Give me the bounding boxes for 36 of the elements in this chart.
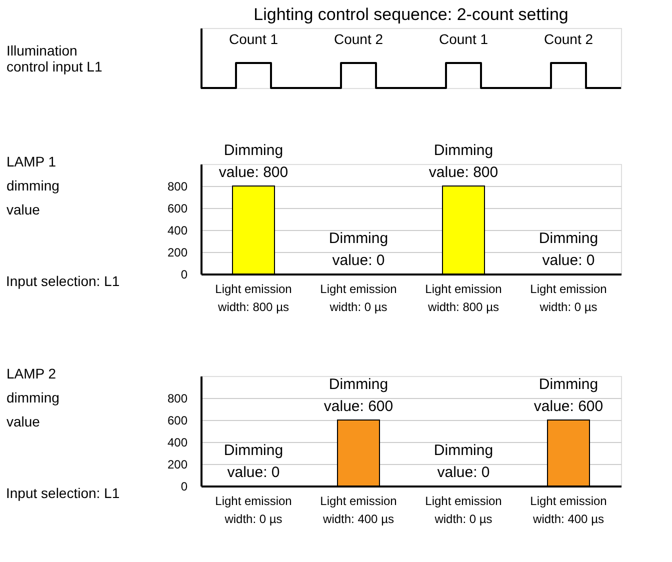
- data-label: Dimming value: 600: [534, 376, 604, 415]
- data-label: Dimming value: 0: [224, 442, 284, 481]
- text: Count 2: [334, 31, 384, 47]
- y-tick-label: 0: [180, 268, 188, 282]
- text: Count 1: [438, 31, 488, 47]
- text: Input selection: L1: [6, 273, 120, 289]
- y-axis-title: Illumination control input L1: [6, 42, 102, 74]
- y-tick-label: 800: [167, 180, 188, 194]
- chart-title: Lighting control sequence: 2-count setting: [254, 5, 568, 24]
- data-label: Dimming value: 800: [428, 142, 498, 181]
- x-tick-label: Light emission width: 400 µs: [530, 494, 607, 526]
- y-tick-label: 200: [167, 458, 188, 472]
- text: Count 2: [544, 31, 594, 47]
- text: Count 1: [228, 31, 278, 47]
- x-tick-label: Light emission width: 0 µs: [320, 282, 397, 314]
- data-label: Dimming value: 800: [218, 142, 288, 181]
- data-label: Dimming value: 0: [538, 230, 598, 269]
- data-label: Dimming value: 600: [324, 376, 394, 415]
- data-label: Dimming value: 0: [328, 230, 388, 269]
- x-tick-label: Light emission width: 800 µs: [215, 282, 292, 314]
- x-tick-label: Light emission width: 400 µs: [320, 494, 397, 526]
- y-tick-label: 0: [180, 480, 188, 494]
- y-axis-title: LAMP 2 dimming value: [6, 366, 60, 430]
- data-label: Dimming value: 0: [434, 442, 494, 481]
- x-tick-label: Light emission width: 0 µs: [215, 494, 292, 526]
- y-tick-label: 200: [167, 246, 188, 260]
- y-tick-label: 400: [167, 224, 188, 238]
- x-tick-label: Light emission width: 0 µs: [425, 494, 502, 526]
- text: Input selection: L1: [6, 485, 120, 501]
- y-tick-label: 600: [167, 414, 188, 428]
- x-tick-label: Light emission width: 800 µs: [425, 282, 502, 314]
- y-tick-label: 800: [167, 392, 188, 406]
- x-tick-label: Light emission width: 0 µs: [530, 282, 607, 314]
- y-tick-label: 600: [167, 202, 188, 216]
- y-axis-title: LAMP 1 dimming value: [6, 154, 60, 218]
- y-tick-label: 400: [167, 436, 188, 450]
